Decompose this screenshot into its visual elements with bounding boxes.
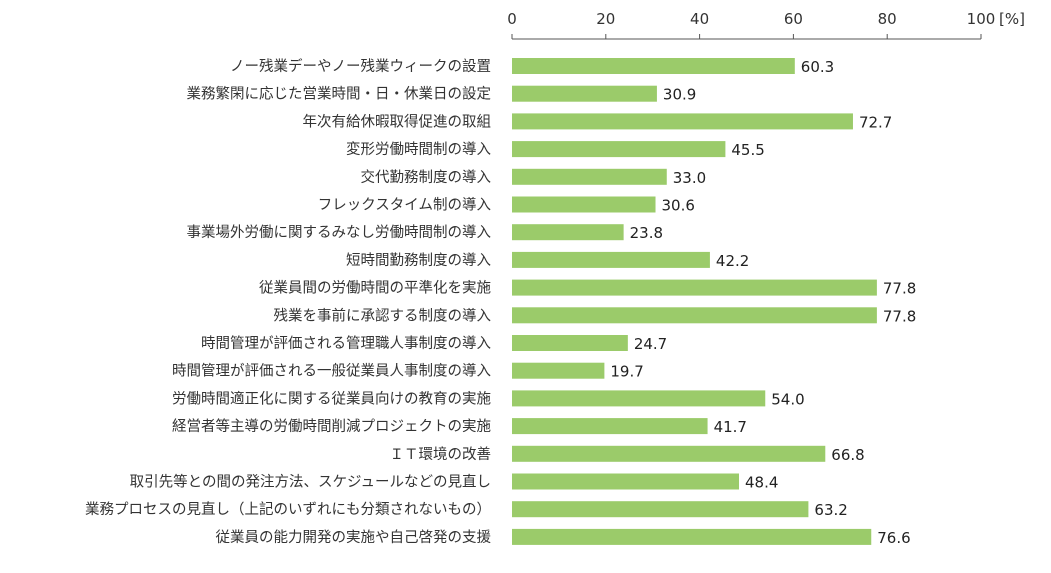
bar [512,473,739,490]
category-label: 変形労働時間制の導入 [346,141,491,158]
data-label: 42.2 [716,252,749,270]
bar [512,307,877,324]
x-axis: 0 20 40 60 80 100 [507,10,996,40]
category-label: 交代勤務制度の導入 [361,168,492,186]
data-label: 72.7 [859,113,892,131]
category-label: フレックスタイム制の導入 [318,197,491,214]
data-label: 76.6 [877,529,910,547]
x-tick-label: 0 [507,10,517,28]
x-axis-unit: [%] [999,10,1025,28]
category-label: 時間管理が評価される管理職人事制度の導入 [201,335,491,352]
x-tick-label: 80 [878,10,897,28]
bar [512,390,766,407]
data-label: 60.3 [801,58,834,76]
category-label: 従業員間の労働時間の平準化を実施 [259,280,491,297]
bar [512,501,809,518]
bar [512,113,853,130]
bar [512,445,826,462]
x-tick-label: 20 [596,10,615,28]
bar [512,141,726,158]
category-label: 短時間勤務制度の導入 [346,252,491,269]
bar [512,251,710,268]
bar [512,224,624,241]
data-label: 66.8 [831,446,864,464]
bar [512,168,667,185]
bar [512,85,657,102]
category-label: 労働時間適正化に関する従業員向けの教育の実施 [172,389,491,407]
category-label: 従業員の能力開発の実施や自己啓発の支援 [216,529,492,546]
category-label: 年次有給休暇取得促進の取組 [303,113,492,130]
bar [512,196,656,213]
data-label: 45.5 [731,141,764,159]
data-label: 54.0 [771,390,804,408]
bars: ノー残業デーやノー残業ウィークの設置 60.3 業務繁閑に応じた営業時間・日・休業日… [85,57,916,547]
x-tick-label: 100 [967,10,996,28]
category-label: 経営者等主導の労働時間削減プロジェクトの実施 [172,417,491,435]
data-label: 30.6 [662,197,695,215]
x-tick-label: 60 [784,10,803,28]
data-label: 19.7 [610,363,643,381]
data-label: 33.0 [673,169,706,187]
bar [512,335,628,351]
category-label: 事業場外労働に関するみなし労働時間制の導入 [187,224,492,241]
bar [512,58,795,74]
category-label: 業務繁閑に応じた営業時間・日・休業日の設定 [187,86,492,103]
data-label: 63.2 [814,501,847,519]
data-label: 77.8 [883,307,916,325]
data-label: 48.4 [745,474,778,492]
x-tick-label: 40 [690,10,709,28]
category-label: 業務プロセスの見直し（上記のいずれにも分類されないもの） [85,501,491,518]
data-label: 23.8 [630,224,663,242]
category-label: 時間管理が評価される一般従業員人事制度の導入 [172,363,491,380]
bar [512,418,708,435]
data-label: 24.7 [634,335,667,353]
category-label: 残業を事前に承認する制度の導入 [274,307,492,324]
category-label: ノー残業デーやノー残業ウィークの設置 [230,57,491,75]
category-label: 取引先等との間の発注方法、スケジュールなどの見直し [130,473,491,491]
data-label: 41.7 [714,418,747,436]
category-label: ＩＴ環境の改善 [390,445,492,463]
bar [512,528,872,545]
bar [512,279,877,296]
bar [512,362,605,379]
data-label: 77.8 [883,280,916,298]
data-label: 30.9 [663,86,696,104]
